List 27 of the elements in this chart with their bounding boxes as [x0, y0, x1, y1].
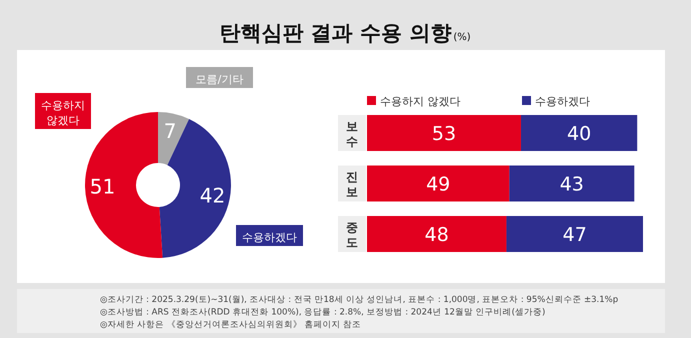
text: ◎자세한 사항은 《중앙선거여론조사심의위원회》 홈페이지 참조 — [100, 319, 362, 330]
text: 탄핵심판 결과 수용 의향(%) — [219, 21, 471, 45]
y-tick-label: 진보 — [346, 170, 358, 199]
text: ◎조사방법 : ARS 전화조사(RDD 휴대전화 100%), 응답률 : 2.8%, 보정방법 : 2024년 12월말 인구비례(셀가중) — [100, 308, 546, 318]
text: ◎조사기간 : 2025.3.29(토)~31(월), 조사대상 : 전국 만18세 이상 성인남녀, 표본수 : 1,000명, 표본오차 : 95%신뢰수준 ±3.1%p — [100, 295, 618, 305]
slice-label: 수용하지 않겠다 — [41, 99, 85, 127]
data-label: 47 — [562, 224, 587, 246]
donut-slice — [85, 112, 163, 258]
bar — [520, 115, 638, 151]
y-tick-label: 중도 — [346, 220, 358, 250]
slice-label: 수용하겠다 — [242, 231, 297, 244]
legend-label: 수용하지 않겠다 — [380, 95, 460, 108]
data-label: 42 — [200, 183, 226, 208]
data-label: 48 — [424, 224, 449, 246]
y-tick-label: 보수 — [346, 120, 358, 148]
data-label: 53 — [432, 123, 456, 145]
data-label: 49 — [426, 174, 450, 196]
data-label: 51 — [90, 174, 116, 199]
slice-label: 모름/기타 — [196, 73, 244, 86]
donut-slice — [158, 112, 190, 166]
bar — [506, 216, 643, 252]
donut-slice — [159, 118, 231, 258]
data-label: 7 — [164, 118, 176, 143]
data-label: 40 — [566, 123, 592, 145]
bar — [509, 166, 634, 202]
data-label: 43 — [560, 174, 584, 196]
legend-label: 수용하겠다 — [535, 95, 590, 108]
